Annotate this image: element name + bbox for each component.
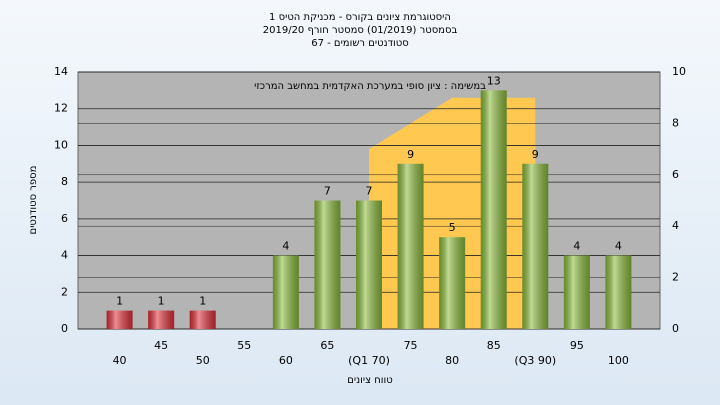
x-tick-label: 100 <box>608 354 629 367</box>
data-label: 9 <box>407 148 414 161</box>
x-tick-label: 55 <box>237 339 251 352</box>
y-axis-label: מספר סטודנטים <box>28 166 39 235</box>
y-tick-label: 6 <box>61 212 68 225</box>
x-tick-label: 80 <box>445 354 459 367</box>
y2-tick-label: 2 <box>672 271 679 284</box>
bar-shine <box>397 163 424 329</box>
bar-shine <box>480 90 507 329</box>
data-label: 1 <box>116 295 123 308</box>
chart-subtitle: סטודנטים רשומים - 67 <box>311 38 409 49</box>
x-tick-label: (Q3 90) <box>514 354 556 367</box>
data-label: 4 <box>573 240 580 253</box>
bar-shine <box>563 255 590 329</box>
y-tick-label: 0 <box>61 322 68 335</box>
x-tick-label: 65 <box>320 339 334 352</box>
data-label: 4 <box>615 240 622 253</box>
data-label: 9 <box>532 148 539 161</box>
x-tick-label: 85 <box>487 339 501 352</box>
bar-shine <box>189 310 216 329</box>
x-tick-label: 40 <box>113 354 127 367</box>
y2-tick-label: 0 <box>672 322 679 335</box>
bar-shine <box>148 310 175 329</box>
data-label: 7 <box>366 185 373 198</box>
y-tick-label: 12 <box>54 102 68 115</box>
bar-shine <box>314 200 341 329</box>
data-label: 13 <box>487 74 501 87</box>
chart-title: היסטוגרמת ציונים בקורס - מכניקת הטיס 1 <box>269 12 451 23</box>
bar-shine <box>522 163 549 329</box>
data-label: 7 <box>324 185 331 198</box>
chart-subtitle: בסמסטר (01/2019) סמסטר חורף 2019/20 <box>263 25 458 36</box>
y2-tick-label: 4 <box>672 219 679 232</box>
x-tick-label: 75 <box>404 339 418 352</box>
bar-shine <box>356 200 382 329</box>
bar-shine <box>439 237 466 329</box>
data-label: 1 <box>158 295 165 308</box>
y2-tick-label: 6 <box>672 168 679 181</box>
y2-tick-label: 10 <box>672 65 686 78</box>
annotation: במשימה : ציון סופי במערכת האקדמית במחשב … <box>254 81 486 92</box>
bar-shine <box>272 255 299 329</box>
x-tick-label: 50 <box>196 354 210 367</box>
x-axis-label: טווח ציונים <box>347 375 392 386</box>
bar-shine <box>605 255 632 329</box>
data-label: 1 <box>199 295 206 308</box>
x-tick-label: 45 <box>154 339 168 352</box>
y-tick-label: 10 <box>54 138 68 151</box>
y-tick-label: 8 <box>61 175 68 188</box>
data-label: 5 <box>449 221 456 234</box>
y-tick-label: 14 <box>54 65 68 78</box>
y2-tick-label: 8 <box>672 116 679 129</box>
data-label: 4 <box>282 240 289 253</box>
x-tick-label: 60 <box>279 354 293 367</box>
x-tick-label: 95 <box>570 339 584 352</box>
y-tick-label: 2 <box>61 285 68 298</box>
y-tick-label: 4 <box>61 249 68 262</box>
x-tick-label: (Q1 70) <box>348 354 390 367</box>
bar-shine <box>106 310 133 329</box>
